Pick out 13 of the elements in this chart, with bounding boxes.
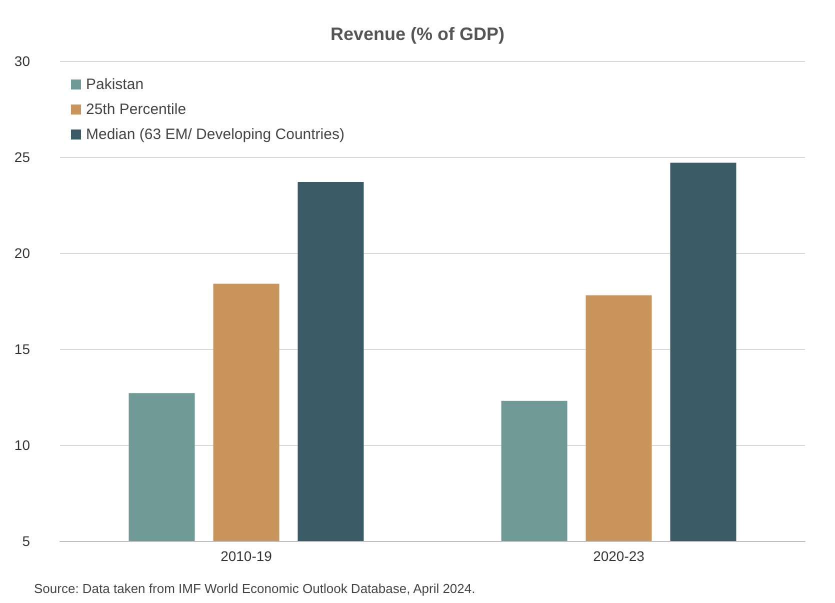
- legend-label: Median (63 EM/ Developing Countries): [86, 126, 344, 143]
- legend-label: Pakistan: [86, 76, 144, 93]
- y-tick-label: 30: [14, 53, 30, 69]
- legend-label: 25th Percentile: [86, 101, 186, 118]
- y-tick-label: 25: [14, 149, 30, 165]
- chart-title: Revenue (% of GDP): [330, 24, 505, 44]
- x-tick-label: 2010-19: [220, 548, 272, 564]
- y-tick-label: 15: [14, 341, 30, 357]
- y-tick-label: 10: [14, 437, 30, 453]
- y-tick-label: 20: [14, 245, 30, 261]
- source-note: Source: Data taken from IMF World Economic Outlook Database, April 2024.: [34, 581, 476, 596]
- y-tick-label: 5: [22, 533, 30, 549]
- x-tick-label: 2020-23: [593, 548, 645, 564]
